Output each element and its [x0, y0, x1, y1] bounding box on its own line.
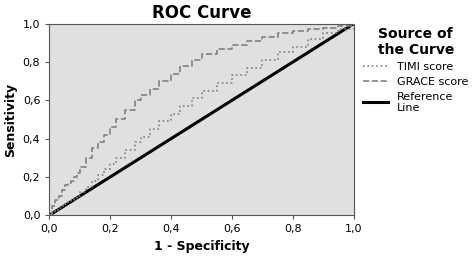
Y-axis label: Sensitivity: Sensitivity	[4, 82, 17, 157]
Legend: TIMI score, GRACE score, Reference
Line: TIMI score, GRACE score, Reference Line	[362, 25, 469, 114]
Title: ROC Curve: ROC Curve	[152, 4, 251, 22]
X-axis label: 1 - Specificity: 1 - Specificity	[154, 240, 249, 253]
